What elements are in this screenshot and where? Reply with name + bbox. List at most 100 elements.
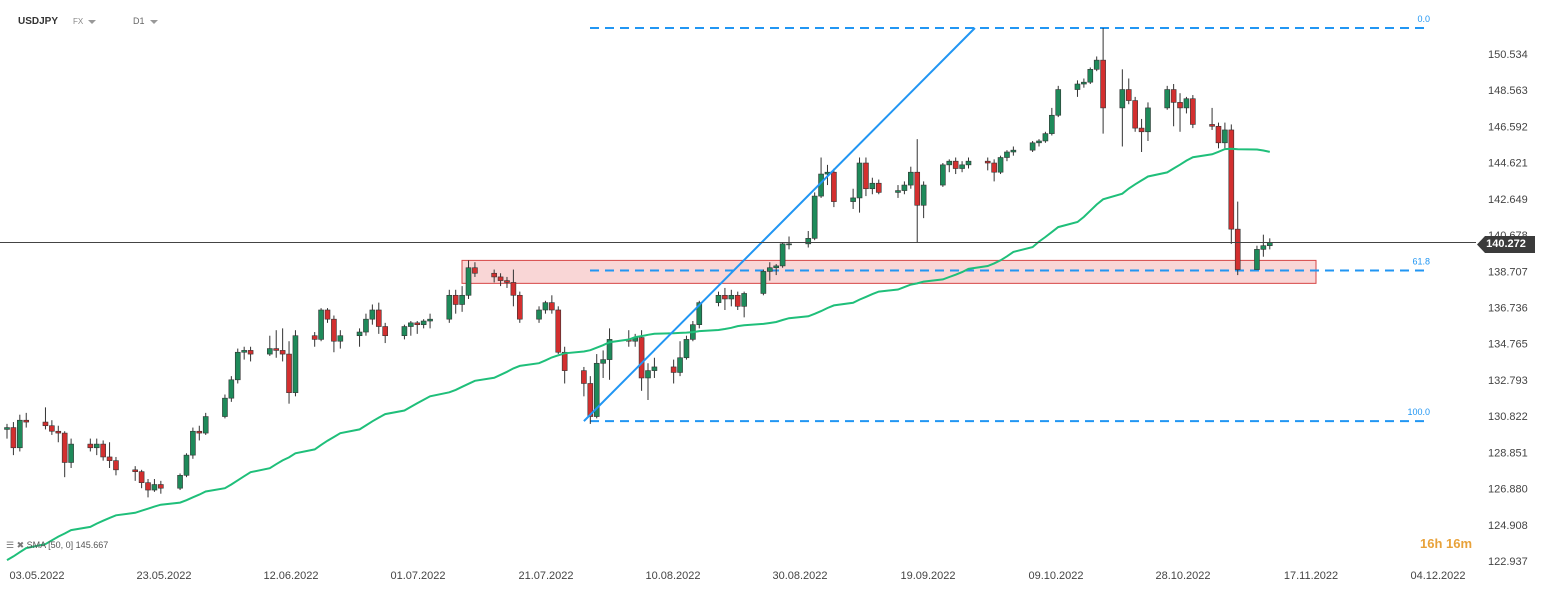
chevron-down-icon (149, 19, 158, 24)
x-tick-label: 17.11.2022 (1284, 570, 1338, 582)
candle-up (920, 184, 927, 206)
symbol-selector[interactable]: USDJPY (18, 16, 58, 27)
candle-down (875, 182, 882, 193)
candle-down (1215, 125, 1222, 144)
candle-down (1100, 59, 1106, 109)
candle-up (856, 162, 863, 199)
candle-down (952, 160, 959, 169)
candle-up (151, 484, 158, 491)
candle-up (408, 322, 414, 327)
candle-up (1049, 114, 1055, 134)
indicator-menu-icon[interactable]: ☰ (6, 540, 15, 550)
y-tick-label: 142.649 (1488, 194, 1528, 206)
candle-down (100, 443, 106, 458)
y-tick-label: 136.736 (1488, 302, 1528, 314)
candle-up (683, 339, 690, 359)
candle-up (536, 309, 542, 320)
candle-up (1029, 142, 1036, 151)
fib-label: 100.0 (1407, 407, 1430, 417)
candle-up (318, 309, 324, 340)
y-tick-label: 148.563 (1488, 85, 1528, 97)
candle-down (113, 460, 119, 471)
candle-up (696, 302, 703, 325)
candle-down (1228, 129, 1235, 230)
candle-up (241, 350, 247, 353)
timeframe-selector[interactable]: D1 (133, 16, 158, 26)
fib-label: 61.8 (1412, 256, 1430, 266)
candle-up (68, 443, 74, 463)
candle-up (773, 265, 780, 269)
candle-down (831, 171, 837, 202)
candle-up (1036, 140, 1042, 144)
chevron-down-icon (88, 19, 97, 24)
candle-down (1132, 100, 1138, 129)
candle-up (901, 184, 908, 191)
candle-up (965, 160, 972, 166)
y-tick-label: 144.621 (1488, 158, 1528, 170)
candle-down (516, 294, 523, 320)
candle-down (734, 294, 741, 307)
candle-up (786, 243, 792, 246)
candle-up (811, 195, 818, 239)
candle-down (1177, 102, 1183, 109)
candle-up (606, 339, 613, 360)
candle-up (190, 430, 196, 456)
candle-down (286, 353, 292, 393)
candle-up (997, 157, 1004, 173)
indicator-legend[interactable]: ☰ ✖ SMA [50, 0] 145.667 (6, 540, 108, 551)
indicator-visibility-icon[interactable]: ✖ (16, 540, 25, 550)
market-label: FX (73, 17, 84, 26)
candle-up (779, 243, 786, 267)
candle-down (1125, 89, 1132, 101)
candle-down (23, 419, 30, 423)
candle-up (645, 370, 651, 379)
candle-down (472, 267, 478, 274)
candle-up (459, 294, 465, 305)
candle-up (1164, 89, 1171, 109)
candle-up (222, 397, 228, 417)
candle-down (273, 348, 280, 351)
candle-down (196, 430, 203, 434)
candle-up (1266, 242, 1273, 246)
support-zone (461, 259, 1317, 284)
candle-up (959, 164, 965, 169)
candle-down (382, 326, 388, 337)
candle-up (600, 359, 606, 364)
x-tick-label: 12.06.2022 (263, 570, 318, 582)
candle-up (292, 335, 299, 393)
candle-up (1055, 89, 1062, 116)
candle-down (375, 309, 382, 327)
candle-down (331, 318, 337, 342)
x-tick-label: 28.10.2022 (1155, 570, 1210, 582)
candle-down (670, 366, 677, 373)
candle-up (715, 294, 722, 303)
candle-down (1138, 127, 1145, 133)
y-tick-label: 126.880 (1488, 484, 1528, 496)
y-tick-label: 122.937 (1488, 556, 1528, 568)
market-selector[interactable]: FX (73, 17, 97, 26)
candle-down (722, 294, 728, 300)
candle-up (356, 331, 363, 337)
candle-down (587, 383, 594, 417)
candle-down (55, 430, 62, 434)
candle-up (1081, 81, 1087, 85)
candle-up (420, 320, 427, 325)
candle-up (728, 294, 735, 300)
candle-up (401, 326, 408, 337)
candle-up (908, 171, 914, 186)
candle-up (760, 271, 767, 294)
candle-down (914, 171, 921, 206)
fib-label: 0.0 (1417, 14, 1430, 24)
candle-down (510, 282, 517, 296)
x-tick-label: 04.12.2022 (1410, 570, 1465, 582)
candle-up (766, 267, 773, 272)
x-tick-label: 09.10.2022 (1028, 570, 1083, 582)
candle-up (234, 351, 241, 381)
x-tick-label: 10.08.2022 (645, 570, 700, 582)
candle-up (183, 454, 190, 476)
candle-up (1074, 83, 1081, 90)
candle-up (228, 379, 235, 399)
candle-down (10, 427, 17, 449)
candle-up (465, 267, 472, 296)
